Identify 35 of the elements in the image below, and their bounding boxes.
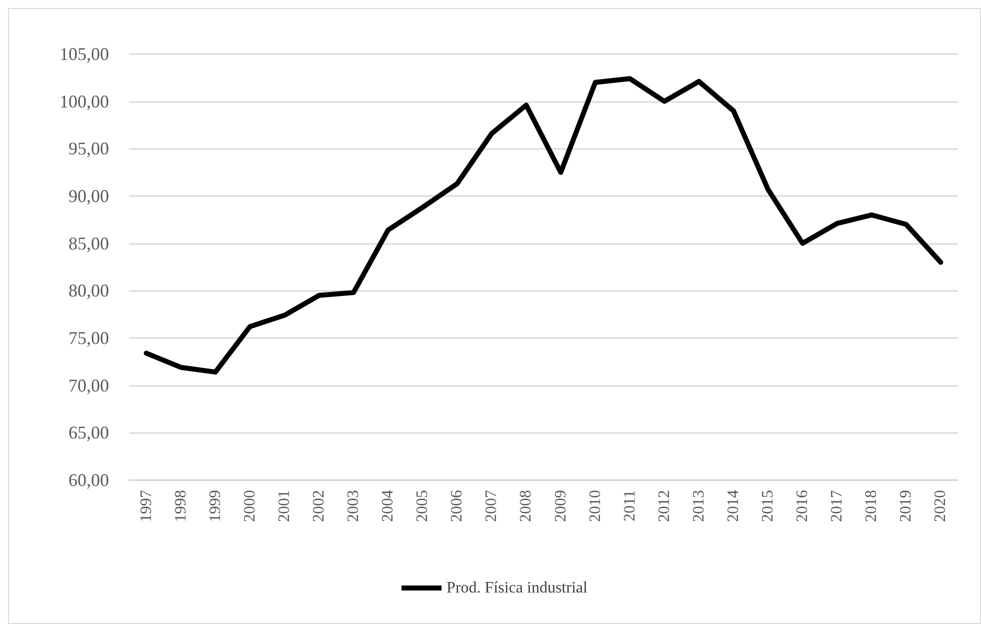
- x-tick-label: 1999: [206, 490, 224, 522]
- y-tick-label: 60,00: [68, 470, 109, 490]
- x-tick-label: 2004: [380, 490, 397, 522]
- x-tick-label: 2020: [932, 490, 950, 522]
- x-tick-label: 2005: [414, 490, 432, 522]
- x-tick-label: 2016: [794, 490, 812, 522]
- y-tick-label: 65,00: [68, 422, 109, 443]
- x-tick-label: 2006: [448, 490, 466, 522]
- y-tick-label: 80,00: [68, 280, 109, 301]
- x-tick-label: 2013: [690, 490, 708, 522]
- x-tick-label: 2011: [621, 490, 638, 522]
- x-tick-label: 2008: [518, 490, 535, 522]
- x-tick-label: 2017: [828, 490, 846, 522]
- y-tick-label: 90,00: [68, 186, 109, 206]
- x-tick-label: 2015: [760, 490, 777, 522]
- legend-label: Prod. Física industrial: [446, 580, 588, 596]
- x-tick-label: 2001: [276, 490, 293, 522]
- x-tick-label: 2003: [345, 490, 362, 522]
- x-tick-label: 2012: [656, 490, 673, 522]
- y-tick-label: 70,00: [68, 375, 109, 396]
- y-tick-label: 105,00: [60, 44, 109, 64]
- x-tick-label: 1997: [138, 490, 155, 522]
- x-tick-label: 2014: [724, 490, 742, 522]
- y-tick-label: 100,00: [60, 91, 109, 112]
- y-tick-label: 95,00: [68, 138, 109, 159]
- x-tick-label: 2019: [898, 490, 915, 522]
- y-tick-label: 75,00: [68, 328, 109, 348]
- y-tick-label: 85,00: [68, 233, 109, 254]
- x-tick-label: 2010: [586, 490, 604, 522]
- x-tick-label: 2009: [552, 490, 570, 522]
- x-tick-label: 2007: [483, 490, 500, 522]
- x-tick-label: 2000: [241, 490, 258, 522]
- x-tick-label: 1998: [172, 490, 190, 522]
- x-tick-label: 2018: [863, 490, 880, 522]
- x-tick-label: 2002: [310, 490, 328, 522]
